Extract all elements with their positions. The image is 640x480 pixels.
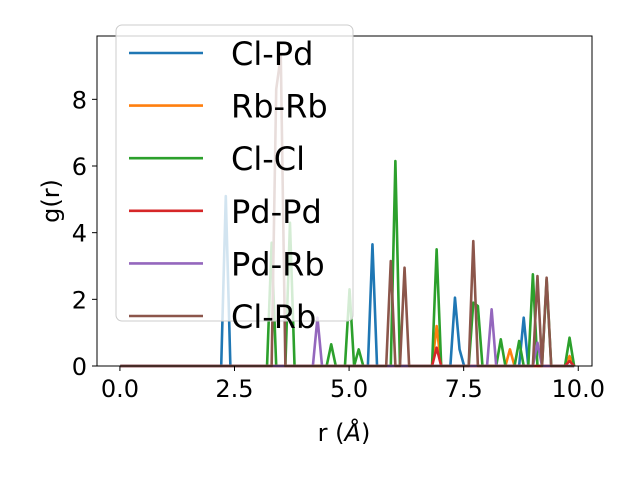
legend-label: Pd-Pd bbox=[231, 193, 322, 231]
x-tick-label: 10.0 bbox=[552, 375, 605, 403]
legend-label: Cl-Pd bbox=[231, 35, 313, 73]
y-tick-label: 6 bbox=[72, 153, 87, 181]
y-axis: 0 2 4 6 8 bbox=[72, 86, 97, 381]
legend: Cl-Pd Rb-Rb Cl-Cl Pd-Pd Pd-Rb Cl-Rb bbox=[115, 24, 354, 336]
x-tick-label: 7.5 bbox=[445, 375, 483, 403]
legend-label: Cl-Cl bbox=[231, 140, 305, 178]
legend-box bbox=[115, 24, 354, 322]
legend-label: Rb-Rb bbox=[231, 88, 328, 126]
legend-label: Pd-Rb bbox=[231, 245, 325, 283]
y-tick-label: 4 bbox=[72, 220, 87, 248]
y-tick-label: 2 bbox=[72, 286, 87, 314]
x-tick-label: 5.0 bbox=[330, 375, 368, 403]
x-axis: 0.0 2.5 5.0 7.5 10.0 bbox=[101, 366, 605, 403]
x-tick-label: 2.5 bbox=[215, 375, 253, 403]
x-axis-title: r (Å) bbox=[318, 418, 371, 447]
legend-label: Cl-Rb bbox=[231, 298, 316, 336]
y-axis-title: g(r) bbox=[37, 179, 65, 223]
x-tick-label: 0.0 bbox=[101, 375, 139, 403]
y-tick-label: 0 bbox=[72, 353, 87, 381]
y-tick-label: 8 bbox=[72, 86, 87, 114]
